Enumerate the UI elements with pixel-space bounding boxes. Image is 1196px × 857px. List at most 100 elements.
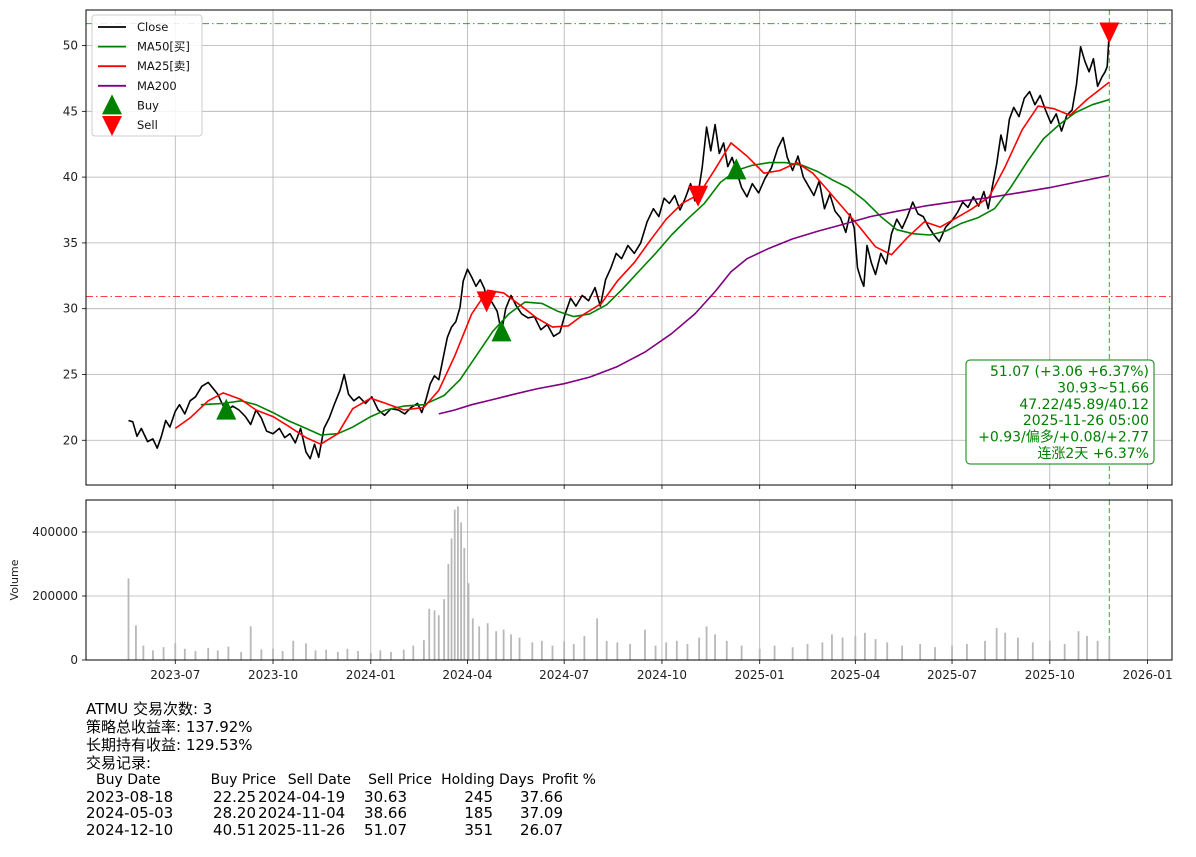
- volume-bar: [467, 583, 470, 660]
- volume-bar: [686, 644, 689, 660]
- legend-ma25-label: MA25[卖]: [137, 59, 190, 73]
- buy-date: 2024-05-03: [86, 804, 174, 822]
- volume-bar: [437, 615, 440, 660]
- volume-bar: [249, 626, 252, 660]
- volume-y-tick-label: 0: [70, 653, 78, 667]
- buy-price: 40.51: [213, 820, 256, 839]
- info-line: 47.22/45.89/40.12: [1019, 397, 1149, 413]
- backtest-summary: ATMU 交易次数: 3 策略总收益率: 137.92% 长期持有收益: 129…: [86, 700, 706, 838]
- volume-bar: [423, 640, 425, 660]
- x-tick-label: 2025-10: [1025, 668, 1075, 682]
- y-tick-label: 25: [63, 367, 78, 381]
- volume-bar: [346, 648, 349, 660]
- volume-bar: [616, 642, 619, 660]
- volume-bar: [1004, 632, 1007, 660]
- volume-bar: [495, 631, 498, 660]
- sell-price: 38.66: [364, 804, 407, 822]
- volume-bar: [654, 645, 657, 660]
- volume-bar: [292, 640, 295, 660]
- volume-bar: [934, 647, 936, 660]
- x-tick-label: 2025-07: [927, 668, 977, 682]
- volume-bar: [152, 650, 154, 660]
- volume-bar: [1077, 631, 1080, 660]
- close-line: [128, 31, 1111, 460]
- legend-buy-swatch: [102, 94, 122, 115]
- col-holding-days: Holding Days: [441, 772, 534, 788]
- col-buy-date: Buy Date: [96, 772, 161, 788]
- volume-bar: [471, 618, 474, 660]
- profit-pct: 37.09: [520, 804, 563, 822]
- col-sell-price: Sell Price: [368, 772, 432, 788]
- x-tick-label: 2023-07: [150, 668, 200, 682]
- volume-bar: [1031, 642, 1034, 660]
- info-line: 30.93~51.66: [1057, 380, 1149, 396]
- volume-bar: [518, 637, 521, 660]
- volume-bar: [433, 610, 436, 660]
- volume-bar: [227, 646, 230, 660]
- sell-date: 2024-04-19: [258, 787, 346, 806]
- volume-bar: [369, 652, 372, 660]
- buy-date: 2024-12-10: [86, 820, 174, 839]
- profit-pct: 37.66: [520, 787, 563, 806]
- trade-table: Buy Date Buy Price Sell Date Sell Price …: [86, 772, 706, 838]
- price-axes-frame: [85, 9, 1173, 486]
- volume-bar: [453, 509, 456, 660]
- volume-bar: [740, 645, 743, 660]
- volume-bar: [698, 637, 701, 660]
- volume-bar: [551, 645, 554, 660]
- holding-days: 185: [464, 804, 493, 822]
- volume-bar: [644, 629, 646, 660]
- y-tick-label: 20: [63, 433, 78, 447]
- volume-bar: [443, 599, 446, 660]
- volume-y-tick-label: 200000: [32, 589, 78, 603]
- volume-bar: [540, 640, 543, 660]
- volume-bar: [919, 644, 922, 660]
- volume-bar: [502, 629, 505, 660]
- buy-marker: [726, 158, 747, 180]
- legend-sell-swatch: [102, 116, 122, 136]
- volume-bar: [194, 651, 197, 660]
- x-tick-label: 2024-01: [346, 668, 396, 682]
- volume-bar: [428, 608, 431, 660]
- legend-buy-label: Buy: [137, 98, 159, 112]
- volume-y-tick-label: 400000: [32, 525, 78, 539]
- y-tick-label: 45: [63, 104, 78, 118]
- volume-bar: [583, 636, 586, 660]
- volume-bar: [841, 637, 844, 660]
- volume-bar: [390, 652, 392, 660]
- x-tick-label: 2023-10: [248, 668, 298, 682]
- volume-bar: [336, 652, 339, 660]
- buy-price: 28.20: [213, 804, 256, 822]
- volume-bar: [758, 648, 761, 660]
- volume-bar: [831, 634, 833, 660]
- info-box: 51.07 (+3.06 +6.37%)30.93~51.6647.22/45.…: [965, 359, 1155, 465]
- sell-date: 2025-11-26: [258, 820, 346, 839]
- sell-marker: [1099, 22, 1120, 44]
- legend-ma200-label: MA200: [137, 79, 177, 93]
- table-row: 2024-05-03 28.20 2024-11-04 38.66 185 37…: [86, 805, 706, 822]
- volume-bar: [450, 538, 453, 660]
- x-tick-label: 2025-04: [830, 668, 880, 682]
- volume-bar: [135, 625, 137, 660]
- price-panel: 20 25 30 35 40 45 50 Close MA50[买] MA25[卖] MA200 Bu…: [63, 9, 1173, 489]
- volume-bar: [162, 647, 165, 660]
- y-tick-label: 30: [63, 302, 78, 316]
- volume-bar: [1096, 640, 1099, 660]
- volume-bar: [379, 650, 382, 660]
- ma50-line: [200, 98, 1110, 436]
- volume-axis-label: Volume: [8, 559, 21, 600]
- buy-price: 22.25: [213, 787, 256, 806]
- volume-bar: [447, 564, 450, 660]
- volume-bar: [605, 640, 608, 660]
- profit-pct: 26.07: [520, 820, 563, 839]
- volume-bar: [563, 641, 566, 660]
- volume-bar: [174, 643, 177, 660]
- sell-date: 2024-11-04: [258, 804, 346, 822]
- volume-bar: [510, 634, 512, 660]
- table-row: 2023-08-18 22.25 2024-04-19 30.63 245 37…: [86, 787, 706, 806]
- volume-bar: [1108, 639, 1111, 660]
- volume-bar: [272, 648, 274, 660]
- y-tick-label: 50: [63, 39, 78, 53]
- table-row: 2024-12-10 40.51 2025-11-26 51.07 351 26…: [86, 820, 706, 839]
- volume-bar: [325, 649, 328, 660]
